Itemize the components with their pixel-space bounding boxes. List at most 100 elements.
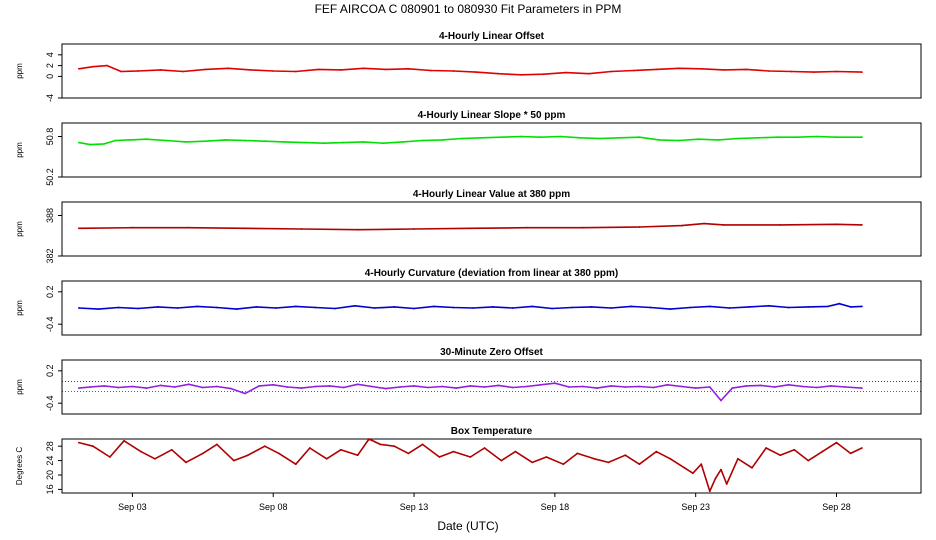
data-point <box>849 452 852 455</box>
data-point <box>78 387 80 389</box>
data-point <box>145 138 148 141</box>
data-point <box>838 302 841 305</box>
data-point <box>683 466 686 469</box>
data-point <box>497 384 500 387</box>
data-point <box>835 136 838 139</box>
data-point <box>159 69 162 71</box>
data-point <box>370 385 373 388</box>
data-point <box>78 307 80 309</box>
data-point <box>185 141 187 143</box>
y-tick-label: 24 <box>45 456 55 466</box>
data-point <box>303 141 306 144</box>
data-point <box>551 307 553 310</box>
data-point <box>438 456 441 458</box>
data-point <box>697 138 700 141</box>
data-point <box>224 139 227 141</box>
data-point <box>401 141 404 143</box>
data-point <box>861 71 863 73</box>
y-axis-label: ppm <box>15 63 24 79</box>
panel-curvature: 4-Hourly Curvature (deviation from linea… <box>15 268 922 336</box>
y-tick-label: -4 <box>45 94 55 102</box>
data-point <box>607 461 610 464</box>
data-point <box>421 443 424 446</box>
data-point <box>610 307 613 309</box>
data-point <box>830 385 832 387</box>
data-point <box>441 385 444 388</box>
data-point <box>373 307 376 309</box>
data-point <box>596 387 598 389</box>
data-point <box>779 224 782 226</box>
data-point <box>137 70 139 72</box>
data-point <box>430 69 432 72</box>
data-point <box>587 72 590 75</box>
data-point <box>759 384 762 387</box>
data-point <box>511 307 514 309</box>
data-point <box>520 73 522 76</box>
y-tick-label: 16 <box>45 484 55 494</box>
data-point <box>787 306 790 309</box>
plot-frame <box>61 359 922 415</box>
panel-offset: 4-Hourly Linear Offset -4 0 2 4 ppm <box>15 31 922 102</box>
data-point <box>708 305 711 308</box>
data-point <box>165 139 168 142</box>
data-point <box>717 139 720 141</box>
data-point <box>117 306 120 309</box>
y-tick-label: 4 <box>45 52 55 57</box>
data-point <box>201 452 204 455</box>
data-point <box>655 450 658 453</box>
data-point <box>407 67 410 70</box>
data-point <box>610 385 613 387</box>
data-point <box>258 385 260 387</box>
data-point <box>768 70 770 72</box>
data-point <box>624 386 627 388</box>
data-point <box>844 386 846 388</box>
data-point <box>382 142 384 145</box>
panel-title: 4-Hourly Curvature (deviation from linea… <box>365 268 618 279</box>
data-point <box>813 71 815 73</box>
data-point <box>700 67 703 70</box>
data-point <box>694 387 697 389</box>
plot-frame <box>61 201 922 257</box>
data-point <box>461 137 463 140</box>
data-point <box>542 73 545 76</box>
data-point <box>317 68 320 71</box>
data-point <box>385 387 387 390</box>
data-point <box>545 456 548 458</box>
data-point <box>255 306 258 308</box>
y-tick-label: -0.4 <box>45 395 55 411</box>
data-point <box>768 304 770 307</box>
data-point <box>748 306 751 308</box>
data-point <box>821 450 824 453</box>
data-point <box>593 457 596 460</box>
data-point <box>765 447 767 449</box>
data-point <box>263 140 266 143</box>
data-point <box>720 468 722 471</box>
data-point <box>796 136 798 139</box>
data-point <box>835 70 838 73</box>
data-point <box>159 384 162 387</box>
data-point <box>669 457 672 460</box>
data-point <box>723 224 725 226</box>
data-point <box>539 383 542 386</box>
data-point <box>539 136 542 139</box>
data-point <box>599 137 601 140</box>
data-point <box>156 306 159 308</box>
data-point <box>480 136 483 139</box>
data-point <box>78 141 80 144</box>
data-point <box>492 306 494 308</box>
x-tick-label: Sep 28 <box>822 502 851 512</box>
data-point <box>399 386 401 388</box>
series-line <box>78 64 862 76</box>
data-point <box>570 306 573 309</box>
data-point <box>483 447 486 449</box>
data-point <box>308 447 311 449</box>
data-point <box>638 226 641 228</box>
data-point <box>120 70 122 73</box>
data-point <box>362 141 365 143</box>
y-axis-label: ppm <box>15 142 24 158</box>
data-point <box>576 452 579 455</box>
data-point <box>154 457 156 460</box>
data-point <box>78 227 80 230</box>
data-point <box>700 463 703 466</box>
data-point <box>286 386 289 388</box>
